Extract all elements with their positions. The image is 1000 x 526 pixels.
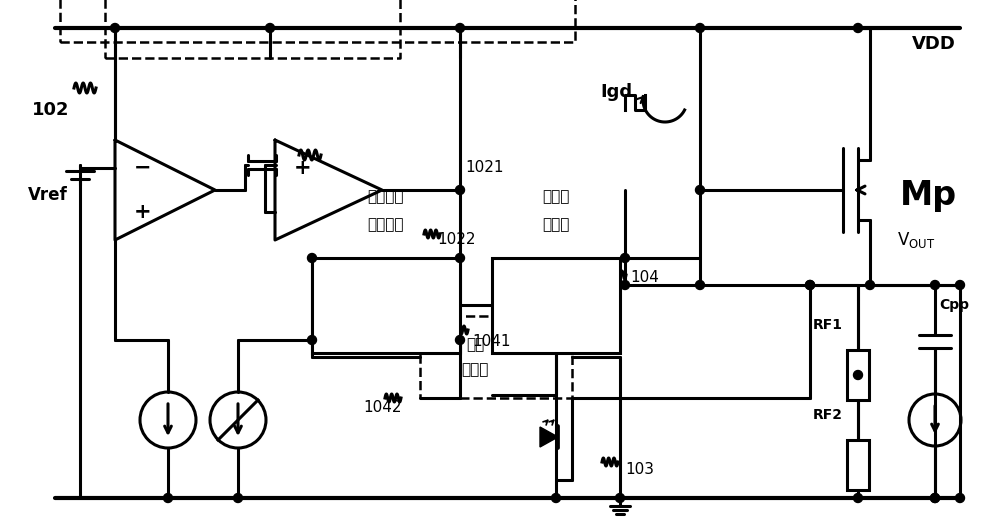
Text: 第二负载: 第二负载: [368, 217, 404, 232]
Circle shape: [456, 24, 464, 33]
Text: 温度传: 温度传: [461, 362, 489, 377]
Text: 检测电路: 检测电路: [368, 189, 404, 204]
Circle shape: [806, 280, 814, 289]
Circle shape: [456, 186, 464, 195]
Circle shape: [930, 280, 940, 289]
Circle shape: [456, 336, 464, 345]
Circle shape: [866, 280, 874, 289]
Text: Mp: Mp: [900, 178, 957, 211]
Text: Igd: Igd: [600, 83, 632, 101]
Text: 过冲抑: 过冲抑: [542, 217, 570, 232]
Circle shape: [620, 280, 630, 289]
Circle shape: [956, 280, 964, 289]
Text: 1041: 1041: [472, 335, 511, 349]
Text: +: +: [134, 202, 152, 222]
Circle shape: [854, 370, 862, 379]
Text: 制模块: 制模块: [542, 189, 570, 204]
Circle shape: [854, 493, 862, 502]
Circle shape: [616, 493, 624, 502]
Bar: [312, 258, 460, 353]
Circle shape: [234, 493, 242, 502]
Text: VDD: VDD: [912, 35, 956, 53]
Text: RF2: RF2: [813, 408, 843, 422]
Text: 102: 102: [32, 101, 70, 119]
Circle shape: [696, 186, 704, 195]
Text: 感器: 感器: [466, 337, 484, 352]
Text: Cpp: Cpp: [939, 298, 969, 312]
Polygon shape: [540, 427, 558, 447]
Text: −: −: [134, 158, 152, 178]
Text: 103: 103: [625, 462, 654, 478]
Circle shape: [164, 493, 173, 502]
Circle shape: [930, 493, 940, 502]
Circle shape: [956, 493, 964, 502]
Text: 1021: 1021: [465, 160, 504, 176]
Circle shape: [456, 254, 464, 262]
Circle shape: [854, 24, 862, 33]
Circle shape: [308, 254, 316, 262]
Text: +: +: [294, 158, 312, 178]
Text: Vref: Vref: [28, 186, 68, 204]
Text: $\mathsf{V_{OUT}}$: $\mathsf{V_{OUT}}$: [897, 230, 935, 250]
Circle shape: [930, 493, 940, 502]
Circle shape: [308, 336, 316, 345]
Text: 1042: 1042: [363, 400, 402, 416]
Circle shape: [266, 24, 274, 33]
Circle shape: [696, 280, 704, 289]
Circle shape: [806, 280, 814, 289]
Text: RF1: RF1: [813, 318, 843, 332]
Bar: [492, 258, 620, 353]
Circle shape: [552, 493, 560, 502]
Text: 1022: 1022: [437, 232, 476, 248]
Bar: [847, 350, 869, 400]
Circle shape: [110, 24, 120, 33]
Text: 104: 104: [630, 270, 659, 286]
Circle shape: [620, 254, 630, 262]
Circle shape: [696, 24, 704, 33]
Bar: [847, 440, 869, 490]
